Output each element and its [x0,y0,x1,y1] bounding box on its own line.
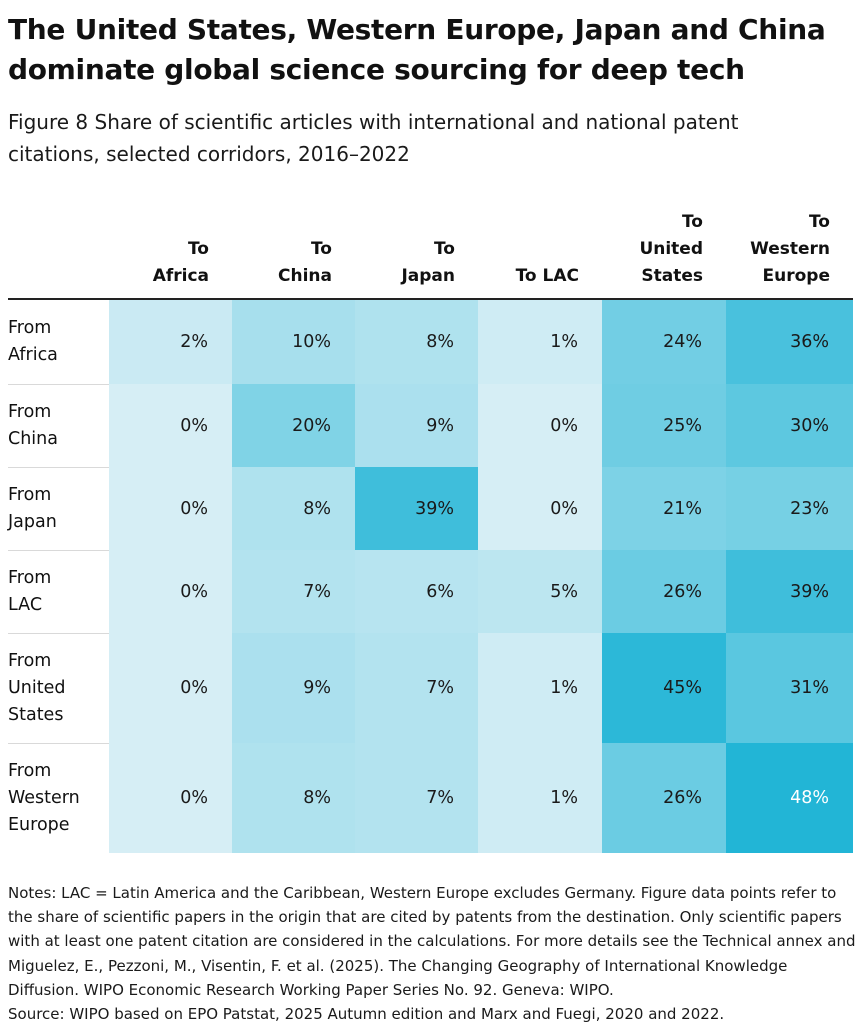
row-label: From China [8,401,58,449]
heatmap-cell: 0% [109,384,232,467]
column-header: To United States [639,212,703,286]
row-label: From Africa [8,318,58,365]
heatmap-cell: 25% [602,384,726,467]
row-label: From Japan [8,484,57,532]
heatmap-cell: 48% [726,743,853,853]
heatmap-cell: 7% [232,550,355,633]
column-header: To Africa [152,239,209,286]
row-divider [8,633,109,634]
header-rule [8,298,853,300]
heatmap-cell: 45% [602,633,726,743]
heatmap-cell: 26% [602,743,726,853]
heatmap-cell: 8% [232,467,355,550]
heatmap-cell: 6% [355,550,478,633]
row-label: From LAC [8,567,52,615]
heatmap-cell: 2% [109,300,232,384]
heatmap-cell: 20% [232,384,355,467]
heatmap-cell: 39% [355,467,478,550]
chart-title: The United States, Western Europe, Japan… [8,13,826,86]
heatmap-cell: 0% [109,467,232,550]
heatmap-cell: 24% [602,300,726,384]
heatmap-cell: 30% [726,384,853,467]
heatmap-cell: 21% [602,467,726,550]
heatmap-cell: 39% [726,550,853,633]
row-divider [8,550,109,551]
column-header: To China [278,239,332,286]
heatmap-cell: 0% [478,384,602,467]
heatmap-cell: 7% [355,633,478,743]
row-label: From United States [8,650,66,725]
heatmap-cell: 0% [109,743,232,853]
notes-text: Notes: LAC = Latin America and the Carib… [8,884,856,999]
row-divider [8,743,109,744]
heatmap-cell: 8% [355,300,478,384]
heatmap-cell: 1% [478,633,602,743]
source-text: Source: WIPO based on EPO Patstat, 2025 … [8,1005,725,1024]
heatmap-cell: 9% [355,384,478,467]
row-divider [8,467,109,468]
row-divider [8,384,109,385]
column-header: To LAC [515,266,579,286]
heatmap-cell: 5% [478,550,602,633]
heatmap-cell: 8% [232,743,355,853]
heatmap-cell: 9% [232,633,355,743]
chart-subtitle: Figure 8 Share of scientific articles wi… [8,110,739,166]
heatmap-cell: 0% [109,550,232,633]
heatmap-cell: 36% [726,300,853,384]
heatmap-cell: 31% [726,633,853,743]
row-label: From Western Europe [8,760,80,835]
column-header: To Western Europe [750,212,830,286]
column-header: To Japan [401,239,455,286]
heatmap-cell: 10% [232,300,355,384]
heatmap-cell: 1% [478,743,602,853]
heatmap-cell: 23% [726,467,853,550]
heatmap-cell: 1% [478,300,602,384]
heatmap-cell: 0% [109,633,232,743]
heatmap-cell: 26% [602,550,726,633]
heatmap-cell: 0% [478,467,602,550]
notes-block: Notes: LAC = Latin America and the Carib… [8,881,856,1026]
heatmap-cell: 7% [355,743,478,853]
